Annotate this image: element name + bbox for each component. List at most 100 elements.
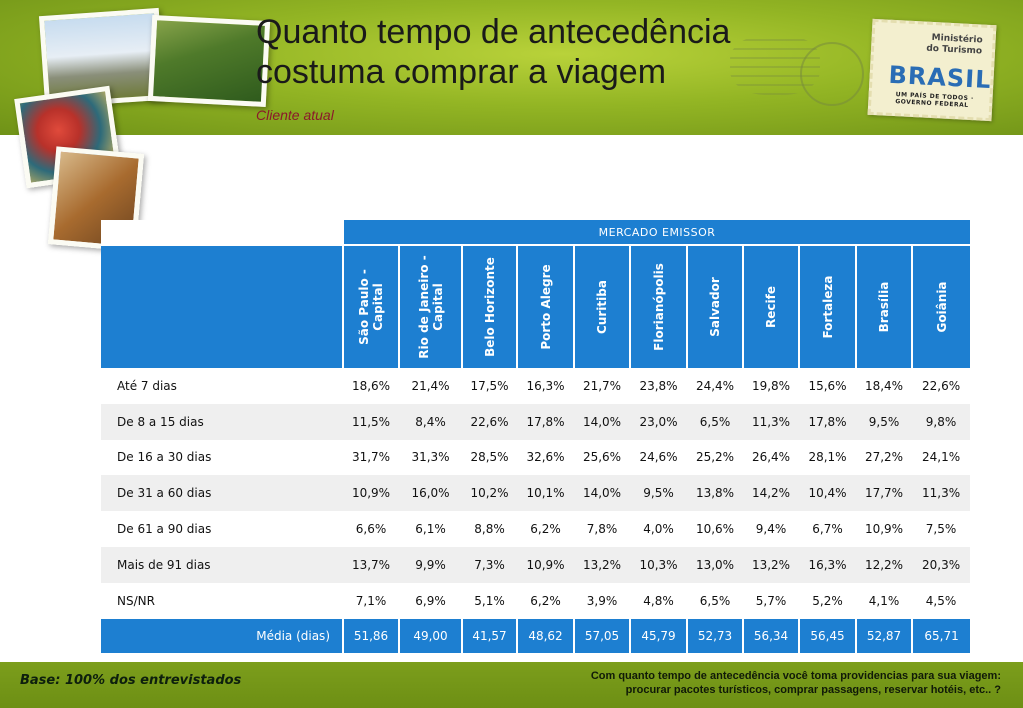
average-row: Média (dias) 51,86 49,00 41,57 48,62 57,05 45,… <box>101 618 971 653</box>
table-cell: 10,9% <box>343 475 399 512</box>
table-cell: 10,6% <box>695 522 735 537</box>
data-table: MERCADO EMISSOR São Paulo - Capital Rio d… <box>101 220 971 653</box>
column-header: Porto Alegre <box>516 244 574 368</box>
table-cell: 13,2% <box>574 546 630 583</box>
table-cell: 13,8% <box>687 475 743 512</box>
table-row: De 31 a 60 dias 10,9% 16,0% 10,2% 10,1% 14,0%… <box>101 475 971 512</box>
average-cell: 41,57 <box>461 618 517 653</box>
table-cell: 9,5% <box>856 403 912 440</box>
table-cell: 8,4% <box>399 403 462 440</box>
table-cell: 11,3% <box>912 475 971 512</box>
table-cell: 10,9% <box>517 546 574 583</box>
column-header: Fortaleza <box>798 244 856 368</box>
table-cell: 10,1% <box>517 475 574 512</box>
column-header: São Paulo - Capital <box>342 244 399 368</box>
average-cell: 49,00 <box>398 618 462 653</box>
average-label: Média (dias) <box>101 618 343 653</box>
gov-tagline: UM PAÍS DE TODOS · GOVERNO FEDERAL <box>895 91 974 109</box>
table-cell: 28,5% <box>470 450 509 465</box>
table-cell: 6,9% <box>415 593 446 608</box>
table-cell: 7,3% <box>462 546 517 583</box>
table-cell: 4,8% <box>643 593 674 608</box>
table-cell: 7,5% <box>925 522 957 537</box>
table-cell: 6,5% <box>687 403 743 440</box>
row-label: De 61 a 90 dias <box>117 522 212 537</box>
average-cell: 52,87 <box>855 618 912 653</box>
table-cell: 18,4% <box>864 378 904 393</box>
question-line2: procurar pacotes turísticos, comprar pas… <box>625 684 1001 696</box>
table-cell: 6,2% <box>530 593 561 608</box>
table-cell: 23,0% <box>630 403 687 440</box>
column-header-label: Salvador <box>708 277 722 337</box>
table-cell: 17,7% <box>856 475 912 512</box>
column-header-label: Florianópolis <box>651 263 666 351</box>
table-cell: 18,6% <box>351 378 391 393</box>
table-row: De 8 a 15 dias 11,5% 8,4% 22,6% 17,8% 14,0% 23… <box>101 403 971 440</box>
table-cell: 10,4% <box>799 475 856 512</box>
table-cell: 13,7% <box>343 546 399 583</box>
table-cell: 24,1% <box>921 450 961 465</box>
table-cell: 21,4% <box>411 378 450 393</box>
column-header: Recife <box>742 244 799 368</box>
table-cell: 31,7% <box>351 450 391 465</box>
average-cell: 56,34 <box>742 618 799 653</box>
table-cell: 24,4% <box>695 378 735 393</box>
table-cell: 6,5% <box>699 593 731 608</box>
column-header: Brasília <box>855 244 912 368</box>
title-line1: Quanto tempo de antecedência <box>256 13 731 51</box>
column-header-label: Belo Horizonte <box>482 257 497 357</box>
table-cell: 16,0% <box>399 475 462 512</box>
table-cell: 20,3% <box>912 546 971 583</box>
table-cell: 8,8% <box>474 522 505 537</box>
table-cell: 4,0% <box>643 522 674 537</box>
table-cell: 14,2% <box>743 475 799 512</box>
table-cell: 12,2% <box>856 546 912 583</box>
table-cell: 28,1% <box>808 450 847 465</box>
column-header-label: Recife <box>764 286 778 328</box>
ministry-stamp-logo: Ministério do Turismo BRASIL UM PAÍS DE … <box>867 18 997 122</box>
average-cell: 52,73 <box>686 618 743 653</box>
table-row: De 61 a 90 dias 6,6% 6,1% 8,8% 6,2% 7,8% 4,0% 1… <box>101 511 970 547</box>
photo-plantation <box>147 14 271 108</box>
average-cell: 51,86 <box>342 618 399 653</box>
column-header: Belo Horizonte <box>461 244 517 368</box>
row-label: De 8 a 15 dias <box>101 403 343 440</box>
table-cell: 17,8% <box>517 403 574 440</box>
row-label: NS/NR <box>117 593 155 608</box>
table-cell: 21,7% <box>582 378 622 393</box>
table-cell: 7,1% <box>355 593 387 608</box>
page-title: Quanto tempo de antecedência costuma com… <box>256 12 856 92</box>
question-line1: Com quanto tempo de antecedência você to… <box>590 670 1001 682</box>
table-cell: 22,6% <box>921 378 961 393</box>
table-cell: 14,0% <box>574 475 630 512</box>
page-subtitle: Cliente atual <box>256 107 334 123</box>
row-label: De 16 a 30 dias <box>117 450 212 465</box>
table-cell: 6,7% <box>812 522 843 537</box>
column-header-label: São Paulo - Capital <box>357 269 385 345</box>
brasil-logo: BRASIL <box>887 60 993 95</box>
footer-band <box>0 662 1023 708</box>
column-header-label: Goiânia <box>934 281 949 333</box>
table-cell: 25,2% <box>695 450 735 465</box>
row-label: Até 7 dias <box>117 378 177 393</box>
table-cell: 19,8% <box>751 378 791 393</box>
table-cell: 9,8% <box>912 403 971 440</box>
table-cell: 5,1% <box>474 593 505 608</box>
column-header: Curitiba <box>573 244 630 368</box>
table-cell: 31,3% <box>411 450 450 465</box>
table-cell: 17,5% <box>470 378 509 393</box>
row-label: Mais de 91 dias <box>101 546 343 583</box>
group-header: MERCADO EMISSOR <box>341 220 971 245</box>
table-cell: 6,1% <box>415 522 446 537</box>
table-cell: 13,0% <box>687 546 743 583</box>
column-header-label: Curitiba <box>595 280 609 334</box>
table-cell: 23,8% <box>639 378 678 393</box>
table-row: NS/NR 7,1% 6,9% 5,1% 6,2% 3,9% 4,8% 6,5% 5,7% 5,2… <box>101 583 970 619</box>
table-cell: 5,2% <box>812 593 843 608</box>
table-cell: 22,6% <box>462 403 517 440</box>
average-cell: 45,79 <box>629 618 687 653</box>
postmark-circle <box>800 42 864 106</box>
table-row: Até 7 dias 18,6% 21,4% 17,5% 16,3% 21,7% 23,8%… <box>101 368 970 404</box>
table-cell: 3,9% <box>586 593 618 608</box>
table-row: Mais de 91 dias 13,7% 9,9% 7,3% 10,9% 13,2% 10… <box>101 546 971 583</box>
